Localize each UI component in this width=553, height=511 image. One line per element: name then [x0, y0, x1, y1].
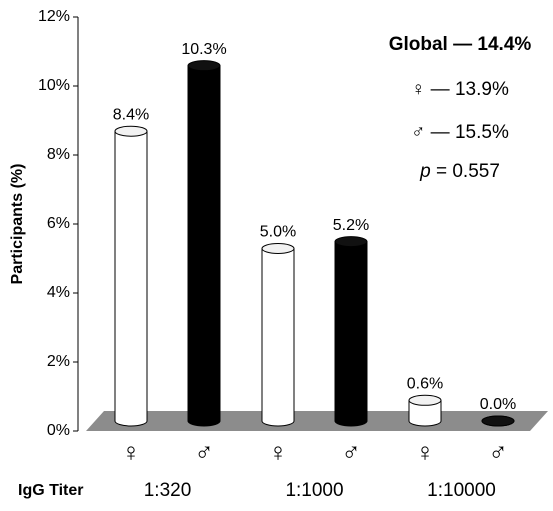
bar-base-cover [188, 415, 220, 421]
x-tick-label: 1:320 [144, 480, 192, 501]
annotation: Global — 14.4% [389, 34, 532, 55]
y-tick-label: 0% [47, 422, 70, 439]
annotation-text: = 0.557 [436, 161, 500, 182]
bar-top [408, 394, 442, 406]
series-symbol: ♀ [121, 437, 141, 467]
bar-base-cover [115, 415, 147, 421]
series-symbol: ♂ [488, 437, 508, 467]
bar-base-cover [409, 415, 441, 421]
annotation-text: p [419, 161, 431, 182]
value-label: 10.3% [181, 41, 226, 58]
y-tick-label: 4% [47, 284, 70, 301]
bar-top [187, 60, 221, 72]
series-symbol: ♂ [194, 437, 214, 467]
floor [86, 411, 548, 431]
series-symbol: ♀ [268, 437, 288, 467]
value-label: 0.6% [407, 376, 443, 393]
bar-base-cover [262, 415, 294, 421]
bar [187, 65, 221, 422]
y-tick-label: 12% [38, 8, 70, 25]
annotation: ♂ — 15.5% [411, 122, 509, 143]
x-tick-label: 1:1000 [285, 480, 343, 501]
value-label: 8.4% [113, 106, 149, 123]
annotation-text: Global — [389, 34, 472, 55]
annotation-value: 14.4% [477, 34, 531, 55]
x-axis-label: IgG Titer [18, 482, 84, 499]
series-symbol: ♂ [341, 437, 361, 467]
value-label: 0.0% [480, 396, 516, 413]
bar-top [481, 415, 515, 427]
bar-top [261, 243, 295, 254]
bar-top [334, 236, 368, 248]
annotation: p = 0.557 [419, 161, 500, 182]
y-axis-label: Participants (%) [9, 164, 26, 285]
y-tick-label: 6% [47, 215, 70, 232]
value-label: 5.2% [333, 217, 369, 234]
bar [114, 130, 148, 422]
y-tick-label: 2% [47, 353, 70, 370]
bar-base-cover [335, 415, 367, 421]
bar [261, 248, 295, 422]
bar [334, 241, 368, 422]
y-tick-label: 10% [38, 77, 70, 94]
y-tick-label: 8% [47, 146, 70, 163]
annotation: ♀ — 13.9% [411, 79, 509, 100]
bar-top [114, 125, 148, 137]
x-tick-label: 1:10000 [427, 480, 496, 501]
series-symbol: ♀ [415, 437, 435, 467]
value-label: 5.0% [260, 224, 296, 241]
